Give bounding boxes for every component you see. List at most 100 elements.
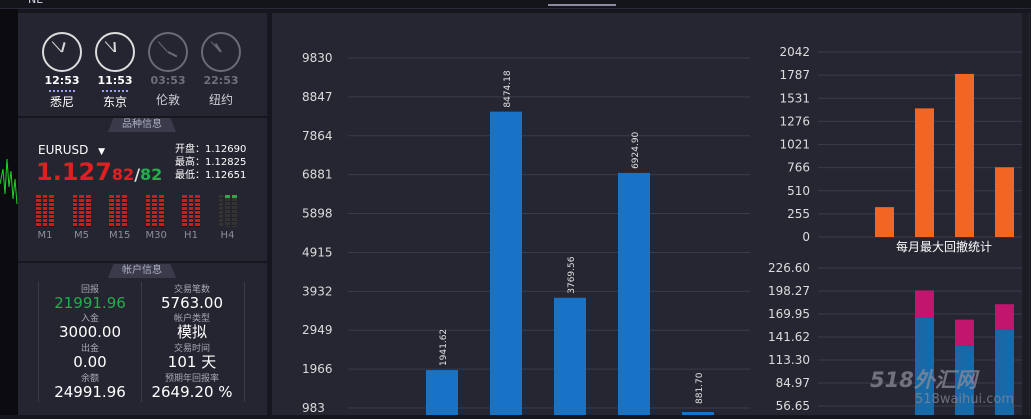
account-field: 余额 24991.96: [40, 374, 140, 401]
account-field-value: 5763.00: [160, 294, 224, 312]
low-price: 最低：1.12651: [175, 170, 247, 181]
timeframe-gauge[interactable]: M15: [109, 195, 131, 241]
watermark: 518外汇网: [870, 368, 977, 392]
clock-face-icon: [95, 32, 135, 72]
stacked-bar-segment: [995, 304, 1014, 330]
clock-time: 03:53: [150, 74, 186, 87]
account-field-value: 21991.96: [54, 294, 126, 312]
price-ask: 82: [140, 165, 163, 184]
timeframe-gauge[interactable]: M1: [36, 195, 55, 241]
timeframe-gauge[interactable]: M30: [145, 195, 167, 241]
clock-face-icon: [42, 32, 82, 72]
clock: 22:53 纽约: [199, 32, 243, 108]
timeframe-gauge[interactable]: H4: [218, 195, 237, 241]
y-tick-label: 2949: [302, 323, 333, 337]
account-field-label: 余额: [80, 374, 99, 384]
account-field: 交易笔数 5763.00: [142, 285, 242, 312]
bar: [426, 370, 458, 418]
account-field: 入金 3000.00: [40, 314, 140, 341]
panel-divider: [18, 116, 267, 118]
account-field: 出金 0.00: [40, 344, 140, 371]
account-field: 回报 21991.96: [40, 285, 140, 312]
y-tick-label: 6881: [302, 168, 333, 182]
bar: [554, 297, 586, 418]
account-field: 预期年回报率 2649.20 %: [142, 374, 242, 401]
account-section-title: 帐户信息: [108, 264, 176, 278]
y-tick-label: 766: [787, 161, 810, 175]
clock-time: 12:53: [44, 74, 80, 87]
account-field-value: 3000.00: [58, 323, 122, 341]
account-field-label: 帐户类型: [173, 314, 210, 324]
y-tick-label: 198.27: [768, 284, 810, 298]
account-field: 交易时间 101 天: [142, 344, 242, 371]
timeframe-label: M30: [145, 230, 167, 241]
y-tick-label: 84.97: [776, 376, 810, 390]
account-field-value: 0.00: [73, 353, 107, 371]
watermark-url: 518waihui.com: [915, 392, 1015, 407]
symbol-selector[interactable]: EURUSD ▼: [38, 143, 105, 157]
price-slash: /: [134, 165, 141, 184]
clock: 12:53 悉尼: [40, 32, 84, 110]
data-label: 881.70: [695, 372, 705, 404]
y-tick-label: 1787: [779, 68, 810, 82]
clock-time: 11:53: [97, 74, 133, 87]
stacked-bar-segment: [915, 317, 934, 415]
account-field-value: 101 天: [167, 353, 217, 371]
data-label: 6924.90: [631, 131, 641, 168]
y-tick-label: 510: [787, 184, 810, 198]
account-field-value: 2649.20 %: [151, 383, 233, 401]
account-field-value: 24991.96: [54, 383, 126, 401]
top-bar: NE: [0, 0, 1031, 9]
chevron-down-icon: ▼: [98, 147, 106, 157]
y-tick-label: 0: [802, 230, 810, 244]
clock-city: 悉尼: [49, 95, 74, 109]
clock-face-icon: [148, 32, 188, 72]
timeframe-gauge[interactable]: M5: [72, 195, 91, 241]
y-tick-label: 1966: [302, 362, 333, 376]
open-price: 开盘：1.12690: [175, 144, 247, 155]
account-field: 帐户类型 模拟: [142, 314, 242, 341]
account-field-value: 模拟: [176, 323, 207, 341]
y-tick-label: 8847: [302, 90, 333, 104]
account-field-label: 交易时间: [173, 344, 210, 354]
timeframe-label: M1: [37, 230, 53, 241]
data-label: 3769.56: [567, 256, 577, 293]
clock-time: 22:53: [203, 74, 239, 87]
symbol-section-title: 品种信息: [108, 118, 176, 132]
timeframe-gauge[interactable]: H1: [182, 195, 201, 241]
mini-price-chart: [0, 158, 18, 205]
price-main: 1.127: [36, 158, 112, 186]
clock: 03:53 伦敦: [146, 32, 190, 108]
clock-city: 伦敦: [155, 93, 180, 107]
y-tick-label: 1021: [779, 138, 810, 152]
high-price: 最高：1.12825: [175, 157, 247, 168]
account-field-label: 出金: [80, 344, 99, 354]
timeframe-label: H4: [220, 230, 235, 241]
symbol-name: EURUSD: [38, 143, 89, 157]
y-tick-label: 2042: [779, 45, 810, 59]
bar: [995, 167, 1014, 237]
data-label: 8474.18: [503, 70, 513, 107]
bar: [490, 111, 522, 418]
app-logo: NE: [28, 0, 43, 6]
charts-canvas: 983 1966 2949 3932 4915 5898 6881 7864 8847 9830 1…: [302, 45, 1024, 418]
timeframe-label: M15: [109, 230, 131, 241]
bar: [915, 108, 934, 237]
active-tab-indicator[interactable]: [548, 4, 616, 6]
scrollbar[interactable]: [1022, 13, 1029, 415]
y-tick-label: 169.95: [768, 307, 810, 321]
y-tick-label: 7864: [302, 129, 333, 143]
y-tick-label: 3932: [302, 284, 333, 298]
y-tick-label: 4915: [302, 245, 333, 259]
chart-title: 每月最大回撤统计: [896, 239, 992, 254]
bar: [955, 73, 974, 237]
clock-city: 纽约: [208, 93, 233, 107]
timeframe-label: M5: [74, 230, 89, 241]
ohlc-info: 开盘：1.12690 最高：1.12825 最低：1.12651: [175, 143, 246, 182]
data-label: 1941.62: [439, 329, 449, 366]
y-tick-label: 9830: [302, 51, 333, 65]
y-tick-label: 1531: [779, 91, 810, 105]
bar: [875, 207, 894, 237]
y-tick-label: 5898: [302, 207, 333, 221]
y-tick-label: 255: [787, 207, 810, 221]
